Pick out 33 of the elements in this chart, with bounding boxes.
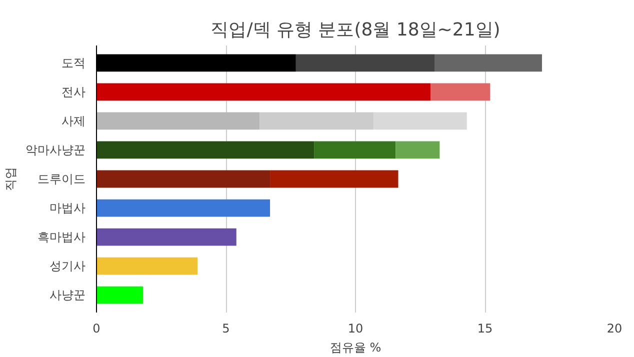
bar — [96, 170, 270, 188]
y-tick-label: 전사 — [62, 84, 86, 99]
bar — [296, 54, 434, 72]
bar — [260, 112, 374, 130]
y-tick-label: 흑마법사 — [38, 230, 86, 244]
y-axis-title: 직업 — [4, 167, 18, 191]
y-tick-label: 사냥꾼 — [50, 288, 86, 302]
bar — [430, 83, 490, 101]
x-tick-label: 10 — [348, 322, 364, 336]
bar — [96, 199, 270, 217]
y-tick-label: 마법사 — [50, 201, 86, 216]
chart-title: 직업/덱 유형 분포(8월 18일~21일) — [210, 20, 500, 40]
bar — [96, 83, 431, 101]
y-tick-label: 도적 — [62, 56, 86, 70]
y-tick-label: 사제 — [62, 114, 86, 128]
x-tick-label: 20 — [606, 322, 622, 336]
bar — [96, 257, 198, 275]
x-tick-label: 0 — [92, 322, 100, 336]
bar — [374, 112, 467, 130]
x-tick-label: 5 — [222, 322, 230, 336]
bar — [96, 228, 236, 246]
bar — [434, 54, 542, 72]
bar — [270, 170, 398, 188]
y-tick-label: 악마사냥꾼 — [26, 142, 86, 157]
bar — [96, 286, 144, 304]
x-axis-title: 점유율 % — [330, 340, 382, 354]
bar — [96, 141, 314, 159]
y-tick-label: 드루이드 — [38, 172, 86, 186]
x-tick-label: 15 — [477, 322, 493, 336]
bar — [396, 141, 440, 159]
y-tick-label: 성기사 — [50, 259, 86, 274]
bar — [96, 112, 260, 130]
bar — [314, 141, 396, 159]
